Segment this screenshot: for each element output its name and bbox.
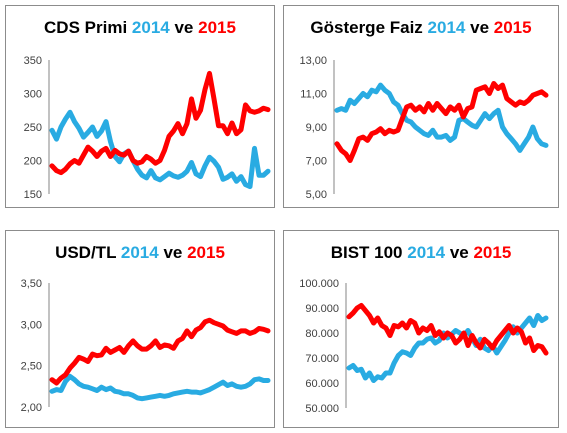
- chart-title: BIST 100 2014 ve 2015: [284, 243, 558, 263]
- y-tick-label: 9,00: [306, 122, 327, 134]
- title-sep: ve: [470, 18, 490, 37]
- series-line-2014: [49, 373, 271, 402]
- chart-plot: 13,00 11,00 9,00 7,00 5,00: [299, 55, 549, 201]
- y-tick-label: 350: [24, 55, 42, 67]
- series-line-2015: [346, 303, 549, 356]
- y-tick-label: 300: [24, 89, 42, 101]
- title-prefix: CDS Primi: [44, 18, 128, 37]
- chart-title: CDS Primi 2014 ve 2015: [6, 18, 274, 38]
- y-tick-label: 200: [24, 156, 42, 168]
- title-sep: ve: [449, 243, 469, 262]
- chart-plot: 3,50 3,00 2,50 2,00: [21, 278, 271, 414]
- chart-panel-gosterge-faiz: Gösterge Faiz 2014 ve 2015 13,00 11,00 9,0…: [283, 5, 559, 208]
- title-year-2015: 2015: [198, 18, 236, 37]
- title-prefix: USD/TL: [55, 243, 117, 262]
- y-tick-label: 3,50: [21, 278, 42, 290]
- title-sep: ve: [163, 243, 183, 262]
- series-line-2015: [49, 317, 271, 386]
- chart-title: USD/TL 2014 ve 2015: [6, 243, 274, 263]
- y-tick-label: 7,00: [306, 156, 327, 168]
- y-tick-label: 70.000: [305, 353, 339, 365]
- y-tick-label: 2,50: [21, 361, 42, 373]
- y-tick-label: 3,00: [21, 319, 42, 331]
- y-tick-label: 100.000: [299, 278, 339, 290]
- title-year-2015: 2015: [493, 18, 532, 37]
- title-prefix: Gösterge Faiz: [310, 18, 423, 37]
- y-tick-label: 5,00: [306, 189, 327, 201]
- y-tick-label: 90.000: [305, 303, 339, 315]
- chart-plot: 350 300 250 200 150: [24, 55, 271, 201]
- title-year-2014: 2014: [131, 18, 170, 37]
- chart-panel-bist-100: BIST 100 2014 ve 2015 100.000 90.000 80.00…: [283, 230, 559, 428]
- y-tick-label: 80.000: [305, 328, 339, 340]
- title-sep: ve: [174, 18, 194, 37]
- y-tick-label: 150: [24, 189, 42, 201]
- chart-plot: 100.000 90.000 80.000 70.000 60.000 50.000: [299, 278, 549, 415]
- series-line-2014: [346, 313, 549, 383]
- title-prefix: BIST 100: [330, 243, 403, 262]
- y-tick-label: 50.000: [305, 403, 339, 415]
- series-line-2015: [334, 81, 549, 163]
- title-year-2014: 2014: [407, 243, 446, 262]
- series-line-2014: [334, 82, 549, 153]
- series-line-2015: [49, 70, 271, 176]
- chart-panel-cds: CDS Primi 2014 ve 2015 350 300 250 200 150: [5, 5, 275, 208]
- series-line-2014: [49, 109, 271, 190]
- title-year-2015: 2015: [187, 243, 225, 262]
- y-tick-label: 250: [24, 122, 42, 134]
- title-year-2015: 2015: [473, 243, 512, 262]
- y-tick-label: 60.000: [305, 378, 339, 390]
- chart-title: Gösterge Faiz 2014 ve 2015: [284, 18, 558, 38]
- y-tick-label: 13,00: [299, 55, 327, 67]
- chart-panel-usd-tl: USD/TL 2014 ve 2015 3,50 3,00 2,50 2,00: [5, 230, 275, 428]
- y-tick-label: 2,00: [21, 402, 42, 414]
- title-year-2014: 2014: [427, 18, 466, 37]
- title-year-2014: 2014: [120, 243, 159, 262]
- y-tick-label: 11,00: [300, 89, 327, 101]
